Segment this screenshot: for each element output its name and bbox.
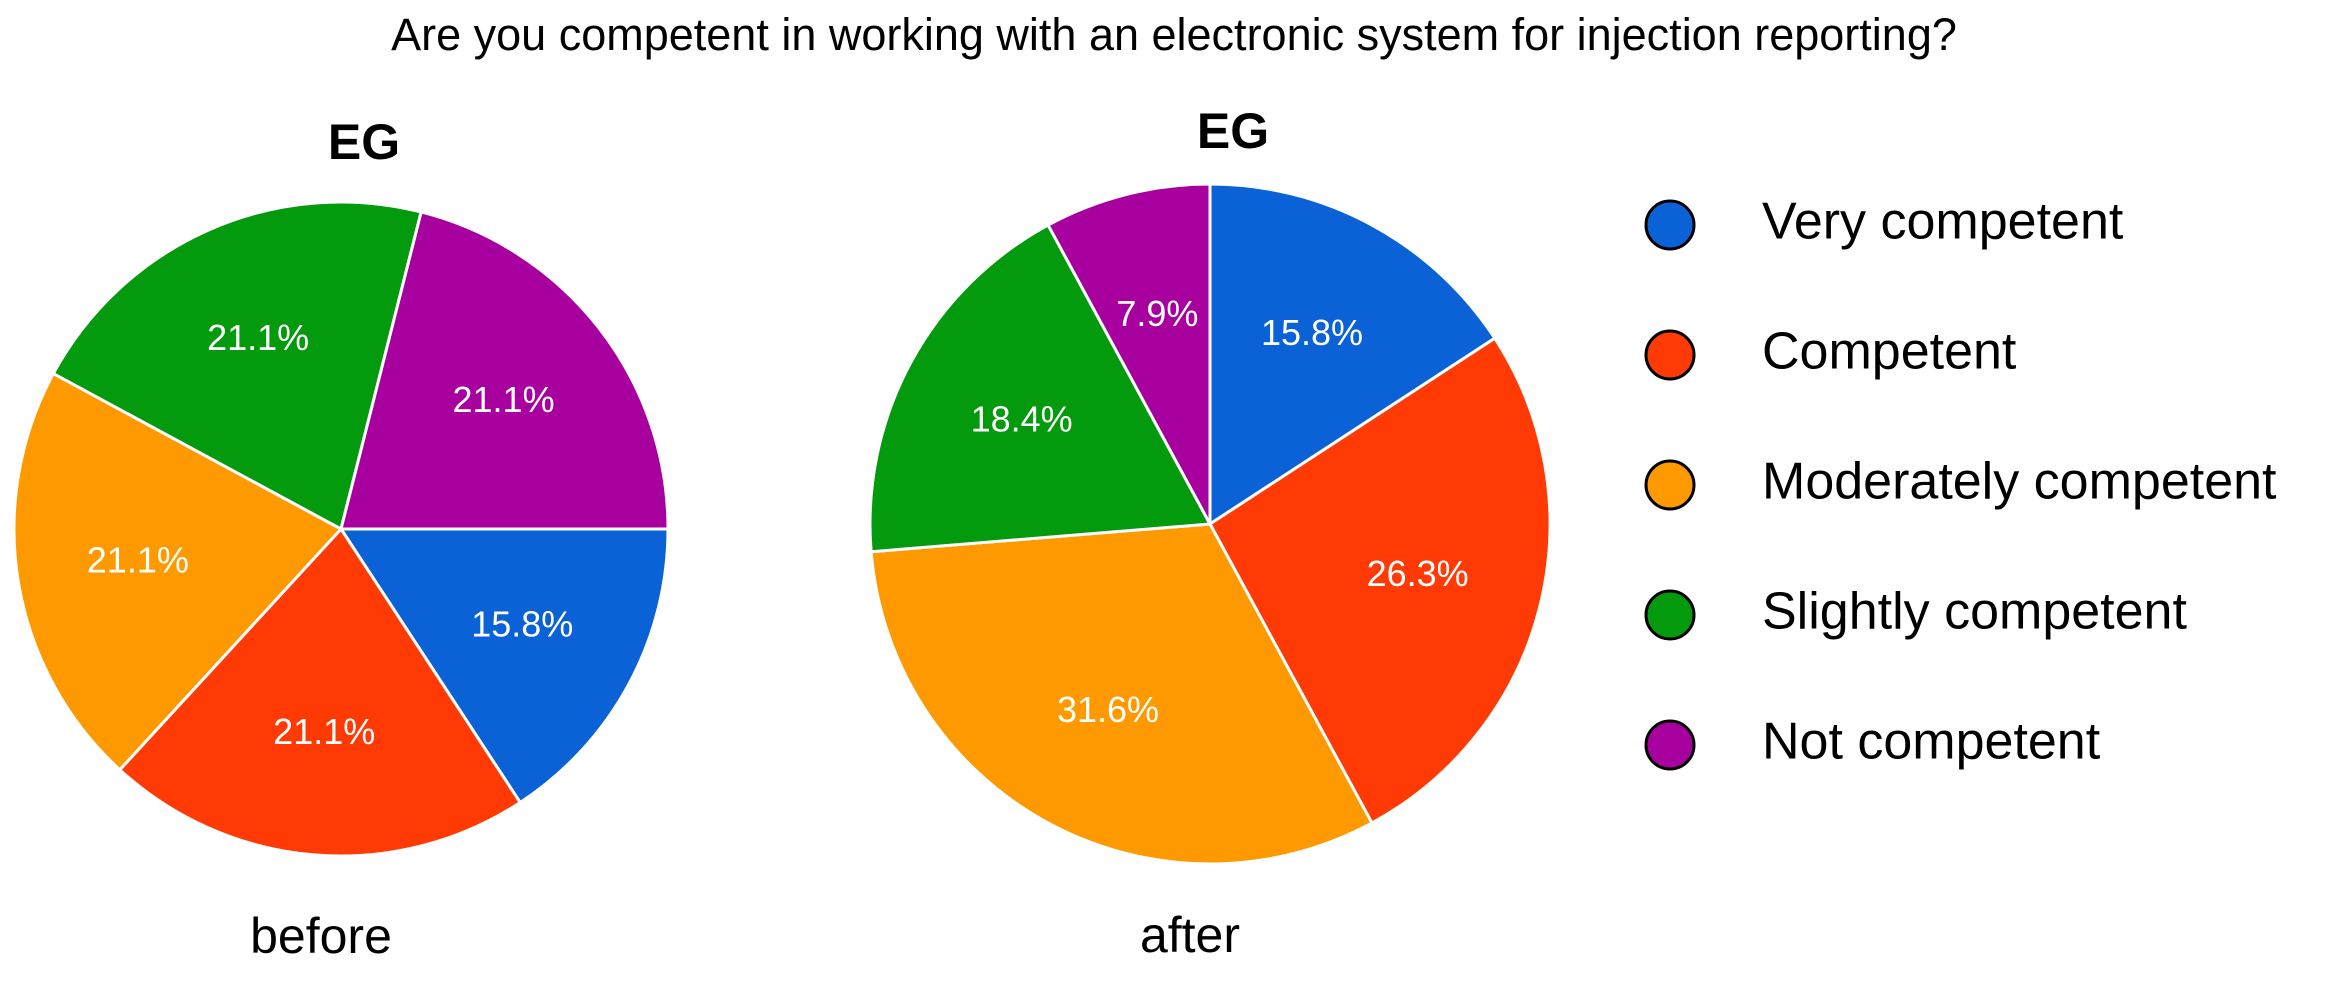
slice-label: 7.9% [1116,293,1198,334]
legend-label: Competent [1762,323,2017,381]
pie-slice [868,222,1213,554]
legend-marker [1644,459,1696,511]
slice-label: 18.4% [971,399,1073,440]
legend-marker [1644,329,1696,381]
slice-label: 21.1% [273,711,375,752]
pie-slice [51,200,423,532]
pie-title: EG [1197,103,1269,159]
legend-label: Slightly competent [1762,583,2187,641]
pie-slice [1208,336,1552,826]
chart-title: Are you competent in working with an ele… [391,9,1957,60]
pie-slice [869,522,1374,866]
slice-label: 31.6% [1057,689,1159,730]
slice-label: 21.1% [207,317,309,358]
pie-caption: before [250,908,392,964]
slice-label: 15.8% [1261,312,1363,353]
legend-label: Very competent [1762,193,2124,251]
slice-label: 21.1% [87,540,189,581]
pie-slice [12,371,344,772]
pie-slice [117,526,523,858]
legend-marker [1644,719,1696,771]
legend-marker [1644,589,1696,641]
pie-slice [338,527,670,805]
slice-label: 15.8% [471,603,573,644]
pie-caption: after [1140,907,1240,963]
legend-marker [1644,199,1696,251]
pie-slice [1208,182,1497,527]
legend-label: Moderately competent [1762,453,2277,511]
slice-label: 21.1% [453,379,555,420]
pie-slice [339,210,670,531]
slice-label: 26.3% [1367,553,1469,594]
pie-title: EG [328,114,400,170]
pie-slice [1046,182,1212,525]
legend-label: Not competent [1762,713,2101,771]
